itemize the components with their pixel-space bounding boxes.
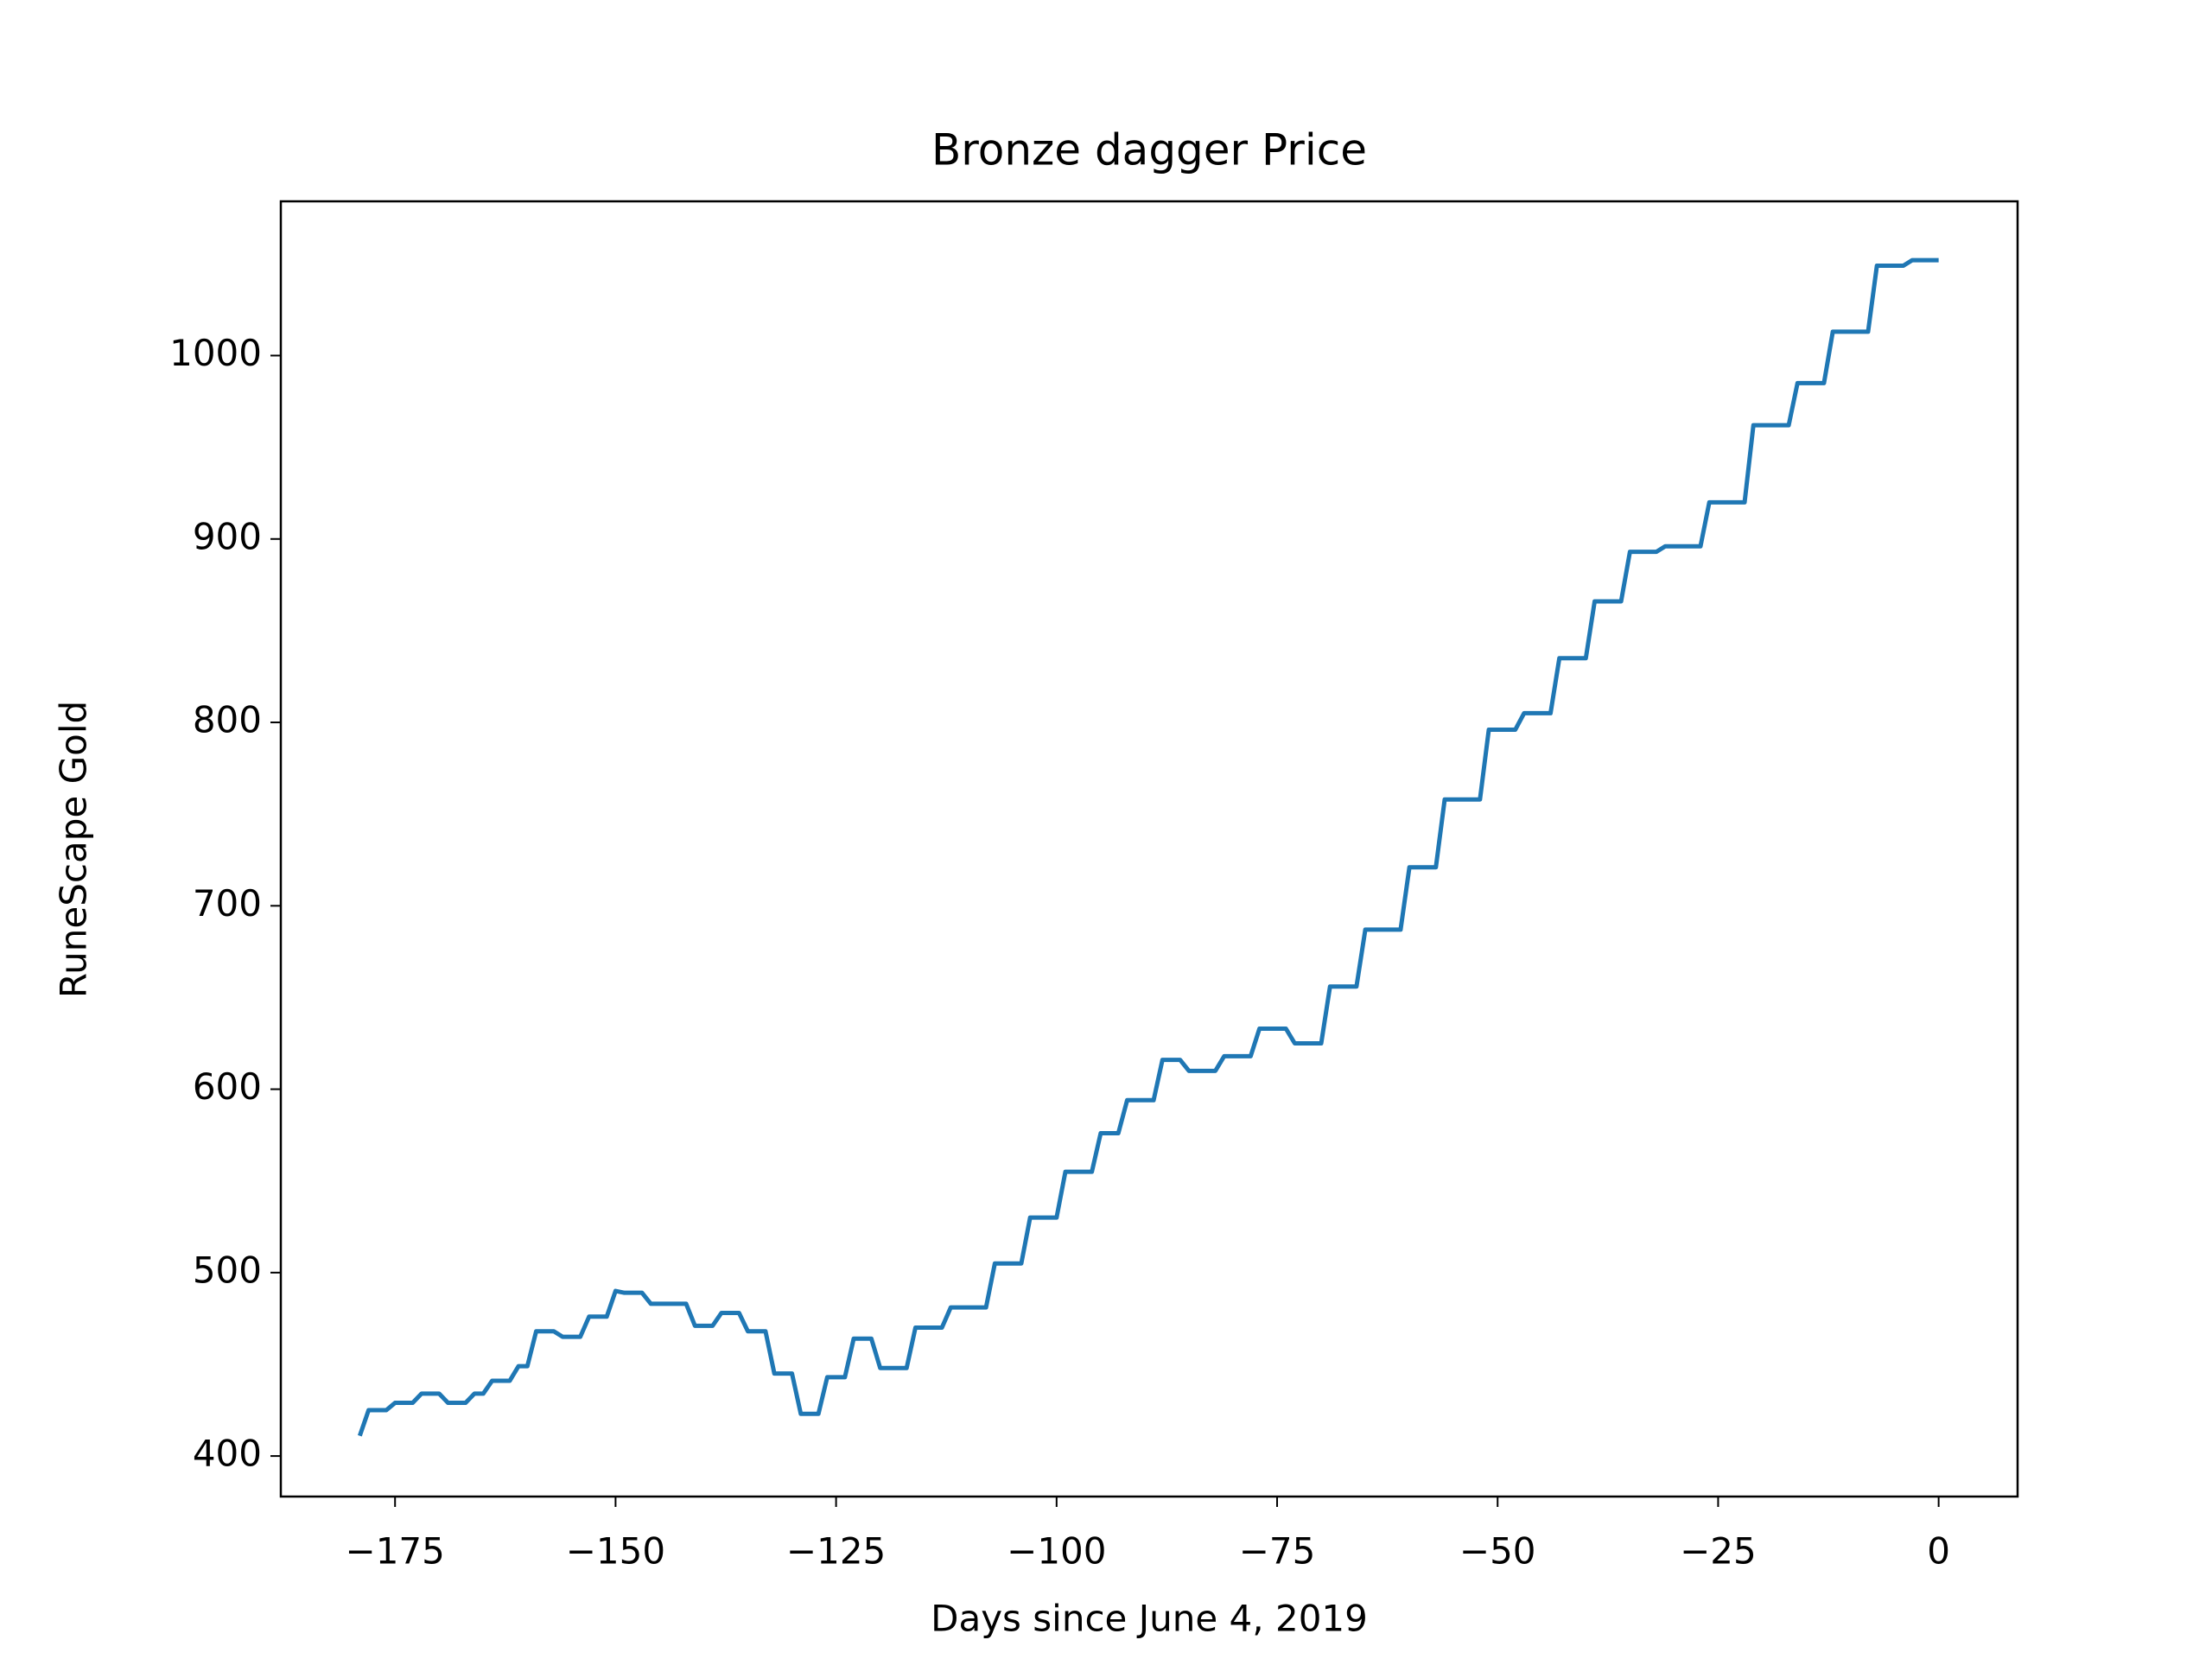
x-tick-label: −125 (786, 1530, 886, 1573)
x-tick-label: 0 (1927, 1530, 1950, 1573)
y-tick-label: 400 (193, 1433, 262, 1475)
plot-frame (279, 200, 2019, 1498)
y-tick-label: 500 (193, 1249, 262, 1291)
x-tick-label: −100 (1007, 1530, 1106, 1573)
y-tick-label: 800 (193, 699, 262, 741)
x-tick-label: −150 (566, 1530, 665, 1573)
y-tick-label: 900 (193, 515, 262, 557)
y-tick-label: 600 (193, 1065, 262, 1108)
x-tick-label: −75 (1239, 1530, 1316, 1573)
y-axis-label: RuneScape Gold (53, 701, 95, 998)
y-tick-label: 1000 (169, 332, 262, 374)
x-tick-label: −50 (1459, 1530, 1536, 1573)
x-axis-label: Days since June 4, 2019 (931, 1598, 1368, 1640)
x-tick-label: −175 (346, 1530, 445, 1573)
price-line (357, 257, 1939, 1437)
chart-title: Bronze dagger Price (931, 125, 1367, 175)
x-tick-label: −25 (1680, 1530, 1757, 1573)
y-tick-label: 700 (193, 882, 262, 925)
